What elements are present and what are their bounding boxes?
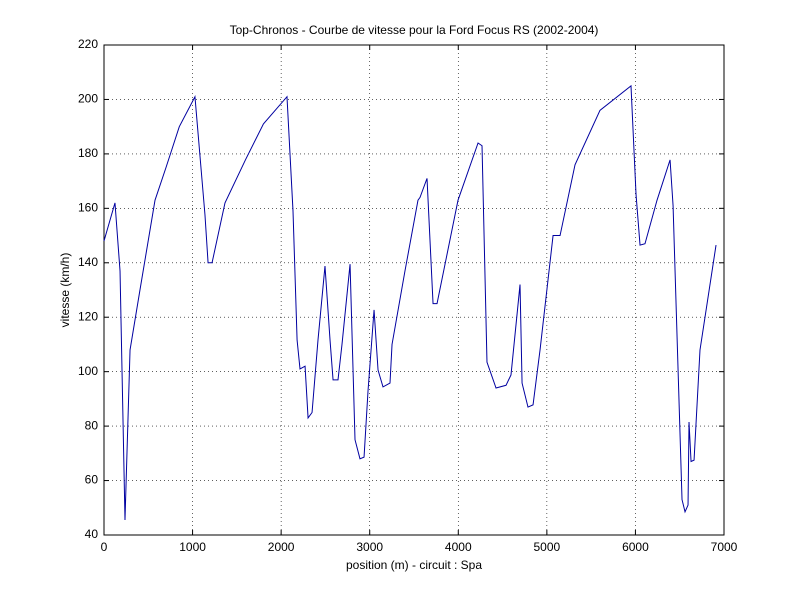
y-tick-label: 200: [78, 92, 98, 106]
y-tick-label: 60: [85, 473, 99, 487]
x-tick-label: 4000: [445, 540, 472, 554]
y-tick-label: 80: [85, 418, 99, 432]
x-tick-label: 2000: [268, 540, 295, 554]
y-tick-label: 140: [78, 255, 98, 269]
chart-title: Top-Chronos - Courbe de vitesse pour la …: [230, 23, 599, 37]
y-tick-label: 40: [85, 527, 99, 541]
x-axis-label: position (m) - circuit : Spa: [346, 558, 482, 572]
y-tick-label: 220: [78, 37, 98, 51]
x-tick-label: 3000: [356, 540, 383, 554]
x-tick-label: 6000: [622, 540, 649, 554]
y-tick-label: 120: [78, 309, 98, 323]
y-axis-label: vitesse (km/h): [58, 253, 72, 328]
x-tick-label: 0: [101, 540, 108, 554]
x-tick-label: 1000: [179, 540, 206, 554]
x-tick-label: 7000: [711, 540, 738, 554]
plot-frame: [103, 44, 725, 536]
x-tick-label: 5000: [534, 540, 561, 554]
y-tick-label: 100: [78, 364, 98, 378]
y-tick-label: 180: [78, 146, 98, 160]
y-tick-label: 160: [78, 201, 98, 215]
speed-line: [103, 84, 717, 521]
